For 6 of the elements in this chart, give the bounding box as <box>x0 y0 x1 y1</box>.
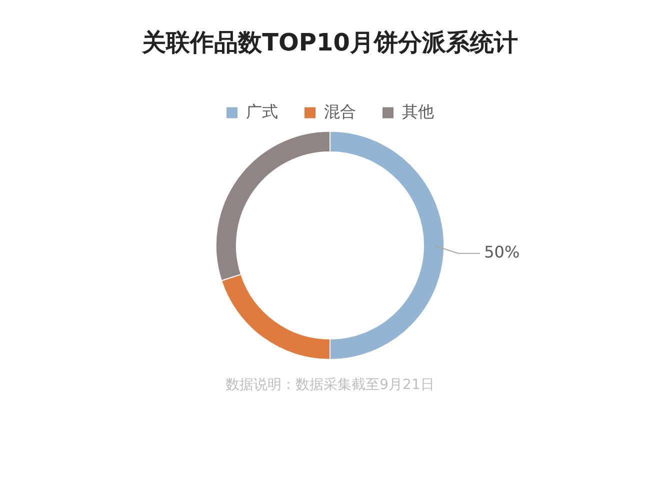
legend-label: 混合 <box>324 102 356 121</box>
legend-label: 广式 <box>246 102 278 121</box>
chart-title: 关联作品数TOP10月饼分派系统计 <box>141 28 518 57</box>
data-label: 50% <box>484 242 520 262</box>
legend-label: 其他 <box>402 102 434 121</box>
text: 数据说明：数据采集截至9月21日 <box>224 376 436 395</box>
